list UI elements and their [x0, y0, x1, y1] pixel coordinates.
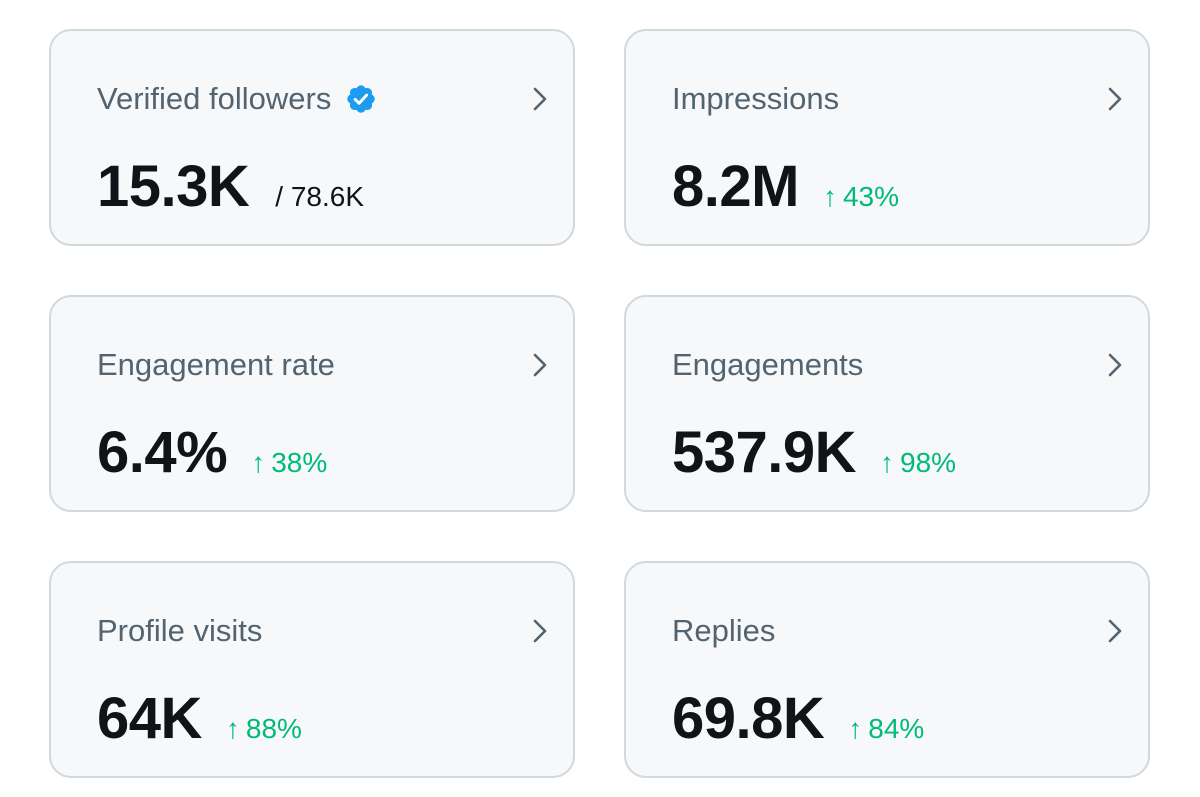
metric-value: 8.2M [672, 154, 799, 219]
metric-value: 69.8K [672, 686, 825, 751]
delta-value: 88% [245, 713, 302, 744]
card-title: Verified followers [97, 81, 332, 116]
metric-delta: ↑ 84% [848, 713, 924, 745]
card-engagement-rate[interactable]: Engagement rate 6.4% ↑ 38% [49, 295, 575, 512]
card-title: Engagement rate [97, 347, 335, 382]
arrow-up-icon: ↑ [225, 713, 240, 744]
metric-delta: ↑ 88% [226, 713, 302, 745]
arrow-up-icon: ↑ [880, 447, 895, 478]
card-title-row: Profile visits [97, 613, 262, 649]
arrow-up-icon: ↑ [822, 181, 837, 212]
metric-total: / 78.6K [275, 181, 365, 212]
metric-delta: ↑ 98% [880, 447, 956, 479]
card-title-row: Impressions [672, 81, 839, 117]
card-title: Replies [672, 613, 776, 648]
arrow-up-icon: ↑ [251, 447, 266, 478]
metric-value: 6.4% [97, 420, 228, 485]
chevron-right-icon[interactable] [529, 85, 551, 113]
metric-delta: ↑ 38% [251, 447, 327, 479]
card-impressions[interactable]: Impressions 8.2M ↑ 43% [624, 29, 1150, 246]
arrow-up-icon: ↑ [848, 713, 863, 744]
chevron-right-icon[interactable] [529, 351, 551, 379]
chevron-right-icon[interactable] [529, 617, 551, 645]
value-row: 64K ↑ 88% [97, 689, 302, 749]
card-title: Profile visits [97, 613, 263, 648]
value-row: 6.4% ↑ 38% [97, 423, 327, 483]
chevron-right-icon[interactable] [1104, 351, 1126, 379]
delta-value: 98% [900, 447, 957, 478]
card-profile-visits[interactable]: Profile visits 64K ↑ 88% [49, 561, 575, 778]
verified-badge-icon [347, 85, 376, 113]
metric-value: 64K [97, 686, 202, 751]
card-title: Engagements [672, 347, 864, 382]
metric-value: 15.3K [97, 154, 250, 219]
delta-value: 84% [868, 713, 925, 744]
value-row: 8.2M ↑ 43% [672, 157, 899, 217]
chevron-right-icon[interactable] [1104, 617, 1126, 645]
value-row: 69.8K ↑ 84% [672, 689, 924, 749]
card-verified-followers[interactable]: Verified followers 15.3K / 78.6K [49, 29, 575, 246]
card-title: Impressions [672, 81, 840, 116]
card-title-row: Engagement rate [97, 347, 335, 383]
delta-value: 38% [271, 447, 328, 478]
value-row: 15.3K / 78.6K [97, 157, 364, 217]
metric-value: 537.9K [672, 420, 857, 485]
card-title-row: Replies [672, 613, 775, 649]
metric-delta: ↑ 43% [823, 181, 899, 213]
card-replies[interactable]: Replies 69.8K ↑ 84% [624, 561, 1150, 778]
chevron-right-icon[interactable] [1104, 85, 1126, 113]
card-title-row: Verified followers [97, 81, 377, 117]
card-title-row: Engagements [672, 347, 863, 383]
value-row: 537.9K ↑ 98% [672, 423, 956, 483]
card-engagements[interactable]: Engagements 537.9K ↑ 98% [624, 295, 1150, 512]
delta-value: 43% [842, 181, 899, 212]
